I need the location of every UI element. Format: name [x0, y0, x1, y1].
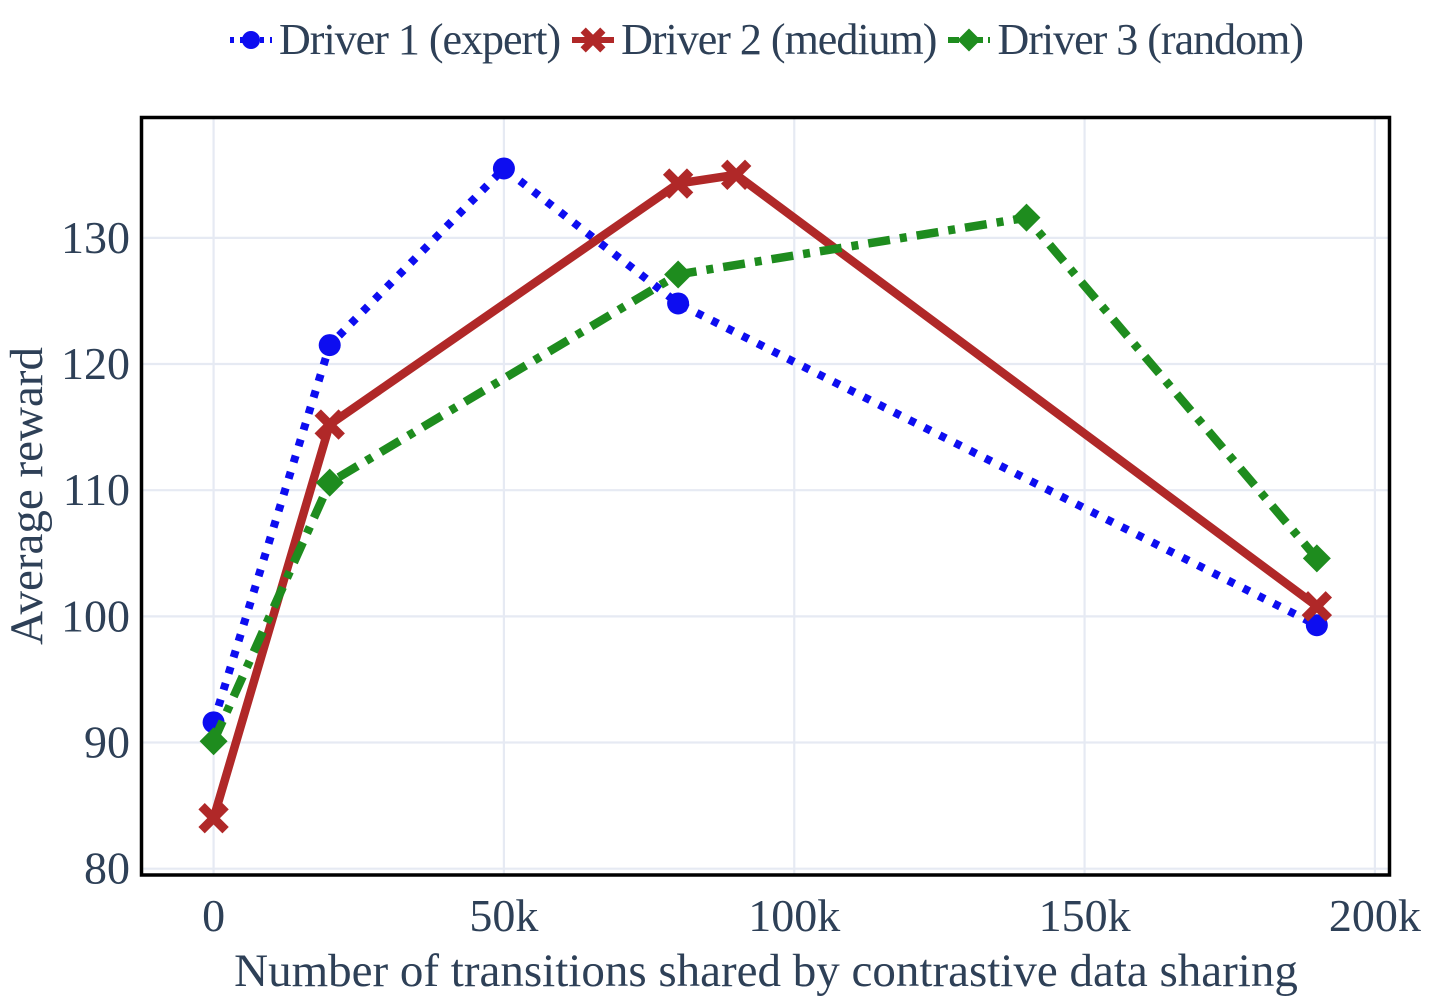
series-layer	[198, 157, 1333, 834]
y-tick-label: 110	[63, 464, 130, 515]
x-axis-title: Number of transitions shared by contrast…	[234, 945, 1298, 997]
data-point-marker-diamond	[315, 468, 344, 497]
x-tick-label: 50k	[469, 890, 538, 941]
y-tick-label: 90	[84, 717, 130, 768]
series-line	[209, 163, 1319, 724]
data-point-marker-circle	[318, 334, 341, 357]
x-tick-label: 150k	[1039, 890, 1131, 941]
data-point-marker-diamond	[1012, 203, 1041, 232]
data-point-marker-x	[198, 803, 229, 834]
y-tick-label: 120	[61, 338, 130, 389]
x-tick-label: 200k	[1329, 890, 1421, 941]
tick-layer: 0 50k 100k 150k 200k 80 90 100 110 120 130	[61, 212, 1421, 941]
y-tick-label: 80	[84, 843, 130, 894]
series-line	[209, 170, 1320, 820]
data-point-marker-diamond	[199, 727, 228, 756]
series-1	[202, 157, 1328, 734]
y-axis-title: Average reward	[1, 347, 53, 645]
data-point-marker-circle	[667, 292, 690, 315]
grid-layer	[141, 118, 1390, 875]
y-tick-label: 130	[61, 212, 130, 263]
legend-label: Driver 2 (medium)	[621, 15, 937, 64]
legend-marker-x-icon	[572, 27, 615, 53]
data-point-marker-circle	[241, 31, 261, 50]
legend-label: Driver 3 (random)	[997, 15, 1304, 64]
data-point-marker-diamond	[957, 28, 981, 52]
legend-marker-circle-icon	[230, 31, 273, 50]
data-point-marker-diamond	[664, 260, 693, 289]
data-point-marker-circle	[492, 157, 515, 180]
x-tick-label: 0	[202, 890, 225, 941]
legend-item-3: Driver 3 (random)	[946, 15, 1304, 64]
data-point-marker-x	[1301, 591, 1333, 622]
legend: Driver 1 (expert) Driver 2 (medium) Driver…	[141, 15, 1390, 64]
legend-marker-diamond-icon	[948, 28, 991, 52]
data-point-marker-x	[580, 27, 606, 53]
legend-item-1: Driver 1 (expert)	[228, 15, 561, 64]
data-point-marker-circle	[1305, 614, 1328, 637]
plot-border	[139, 115, 1392, 877]
legend-label: Driver 1 (expert)	[279, 15, 561, 64]
y-tick-label: 100	[61, 590, 130, 641]
data-point-marker-diamond	[1302, 544, 1331, 573]
data-point-marker-x	[720, 159, 752, 190]
x-tick-label: 100k	[748, 890, 840, 941]
data-point-marker-x	[662, 168, 694, 199]
data-point-marker-x	[314, 409, 345, 440]
series-3	[199, 203, 1331, 756]
legend-item-2: Driver 2 (medium)	[570, 15, 937, 64]
series-2	[198, 159, 1333, 834]
